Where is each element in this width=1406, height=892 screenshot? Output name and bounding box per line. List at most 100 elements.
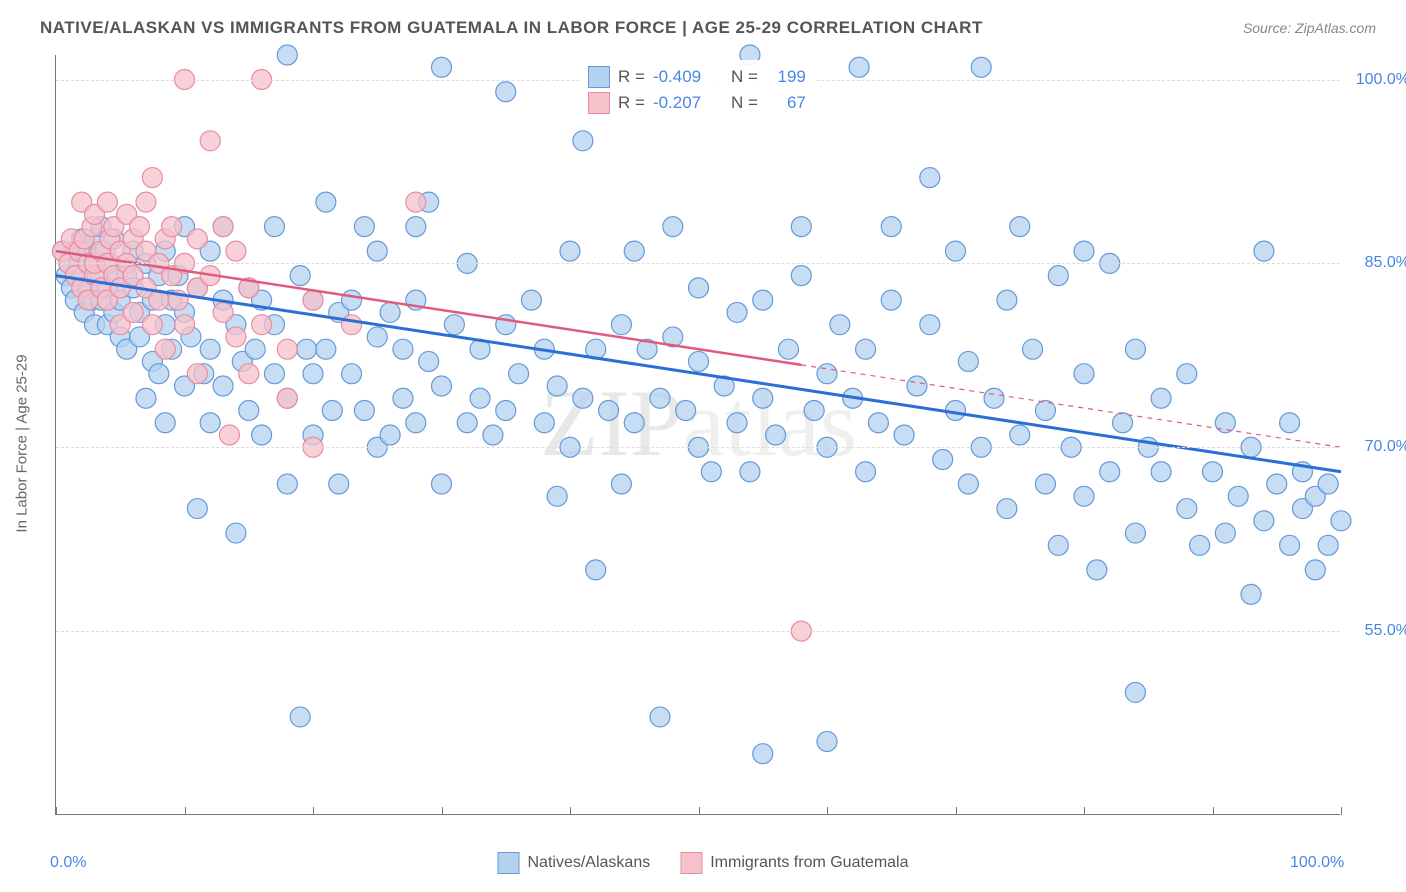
scatter-point xyxy=(297,339,317,359)
scatter-point xyxy=(650,707,670,727)
scatter-point xyxy=(1151,388,1171,408)
scatter-point xyxy=(1318,535,1338,555)
scatter-point xyxy=(155,413,175,433)
scatter-point xyxy=(753,388,773,408)
legend-n-label: N = xyxy=(731,67,758,87)
scatter-point xyxy=(136,192,156,212)
x-tick-mark xyxy=(1084,807,1085,815)
scatter-point xyxy=(226,327,246,347)
scatter-point xyxy=(444,315,464,335)
x-tick-mark xyxy=(442,807,443,815)
scatter-point xyxy=(1177,499,1197,519)
scatter-point xyxy=(367,241,387,261)
scatter-point xyxy=(1254,241,1274,261)
x-tick-mark xyxy=(56,807,57,815)
scatter-point xyxy=(187,364,207,384)
scatter-point xyxy=(213,217,233,237)
scatter-point xyxy=(1267,474,1287,494)
scatter-point xyxy=(1151,462,1171,482)
scatter-point xyxy=(701,462,721,482)
scatter-point xyxy=(521,290,541,310)
scatter-point xyxy=(130,217,150,237)
scatter-point xyxy=(277,474,297,494)
scatter-point xyxy=(342,290,362,310)
scatter-point xyxy=(766,425,786,445)
scatter-point xyxy=(277,45,297,65)
scatter-point xyxy=(380,425,400,445)
scatter-point xyxy=(496,82,516,102)
legend-r-label: R = xyxy=(618,67,645,87)
scatter-point xyxy=(213,376,233,396)
scatter-point xyxy=(245,339,265,359)
x-tick-mark xyxy=(313,807,314,815)
scatter-point xyxy=(303,364,323,384)
scatter-point xyxy=(406,192,426,212)
scatter-point xyxy=(380,302,400,322)
scatter-point xyxy=(1113,413,1133,433)
scatter-point xyxy=(1280,535,1300,555)
x-tick-mark xyxy=(570,807,571,815)
scatter-point xyxy=(1048,266,1068,286)
x-tick-label: 100.0% xyxy=(1290,854,1344,872)
scatter-point xyxy=(1125,339,1145,359)
scatter-point xyxy=(1125,523,1145,543)
scatter-point xyxy=(264,364,284,384)
gridline-h xyxy=(56,447,1340,448)
scatter-point xyxy=(920,168,940,188)
scatter-point xyxy=(1254,511,1274,531)
scatter-point xyxy=(1318,474,1338,494)
scatter-point xyxy=(817,364,837,384)
scatter-point xyxy=(316,339,336,359)
scatter-point xyxy=(393,388,413,408)
scatter-point xyxy=(419,351,439,371)
legend-r-value: -0.207 xyxy=(653,93,713,113)
x-tick-mark xyxy=(1341,807,1342,815)
scatter-point xyxy=(316,192,336,212)
scatter-point xyxy=(804,400,824,420)
scatter-point xyxy=(1241,584,1261,604)
scatter-point xyxy=(868,413,888,433)
legend-swatch xyxy=(588,92,610,114)
legend-r-value: -0.409 xyxy=(653,67,713,87)
scatter-point xyxy=(958,474,978,494)
legend-n-label: N = xyxy=(731,93,758,113)
scatter-point xyxy=(483,425,503,445)
scatter-point xyxy=(753,290,773,310)
scatter-point xyxy=(496,400,516,420)
scatter-point xyxy=(778,339,798,359)
scatter-point xyxy=(586,560,606,580)
scatter-point xyxy=(187,229,207,249)
legend-series-label: Immigrants from Guatemala xyxy=(710,854,908,872)
scatter-point xyxy=(624,241,644,261)
scatter-point xyxy=(1048,535,1068,555)
y-axis-title: In Labor Force | Age 25-29 xyxy=(14,354,31,532)
scatter-point xyxy=(753,744,773,764)
scatter-point xyxy=(997,499,1017,519)
scatter-point xyxy=(907,376,927,396)
scatter-point xyxy=(200,413,220,433)
x-tick-mark xyxy=(185,807,186,815)
scatter-point xyxy=(1074,364,1094,384)
scatter-point xyxy=(200,131,220,151)
scatter-point xyxy=(149,364,169,384)
scatter-point xyxy=(97,192,117,212)
scatter-point xyxy=(1087,560,1107,580)
legend-series-item: Immigrants from Guatemala xyxy=(680,852,908,874)
source-label: Source: ZipAtlas.com xyxy=(1243,20,1376,36)
scatter-point xyxy=(1010,217,1030,237)
scatter-point xyxy=(611,474,631,494)
scatter-point xyxy=(1125,682,1145,702)
scatter-point xyxy=(856,339,876,359)
legend-n-value: 199 xyxy=(766,67,806,87)
scatter-point xyxy=(175,315,195,335)
scatter-point xyxy=(342,364,362,384)
scatter-point xyxy=(1010,425,1030,445)
scatter-point xyxy=(650,388,670,408)
y-tick-label: 70.0% xyxy=(1365,438,1406,456)
scatter-point xyxy=(933,450,953,470)
scatter-point xyxy=(393,339,413,359)
scatter-point xyxy=(727,302,747,322)
scatter-point xyxy=(958,351,978,371)
scatter-point xyxy=(219,425,239,445)
scatter-point xyxy=(817,731,837,751)
